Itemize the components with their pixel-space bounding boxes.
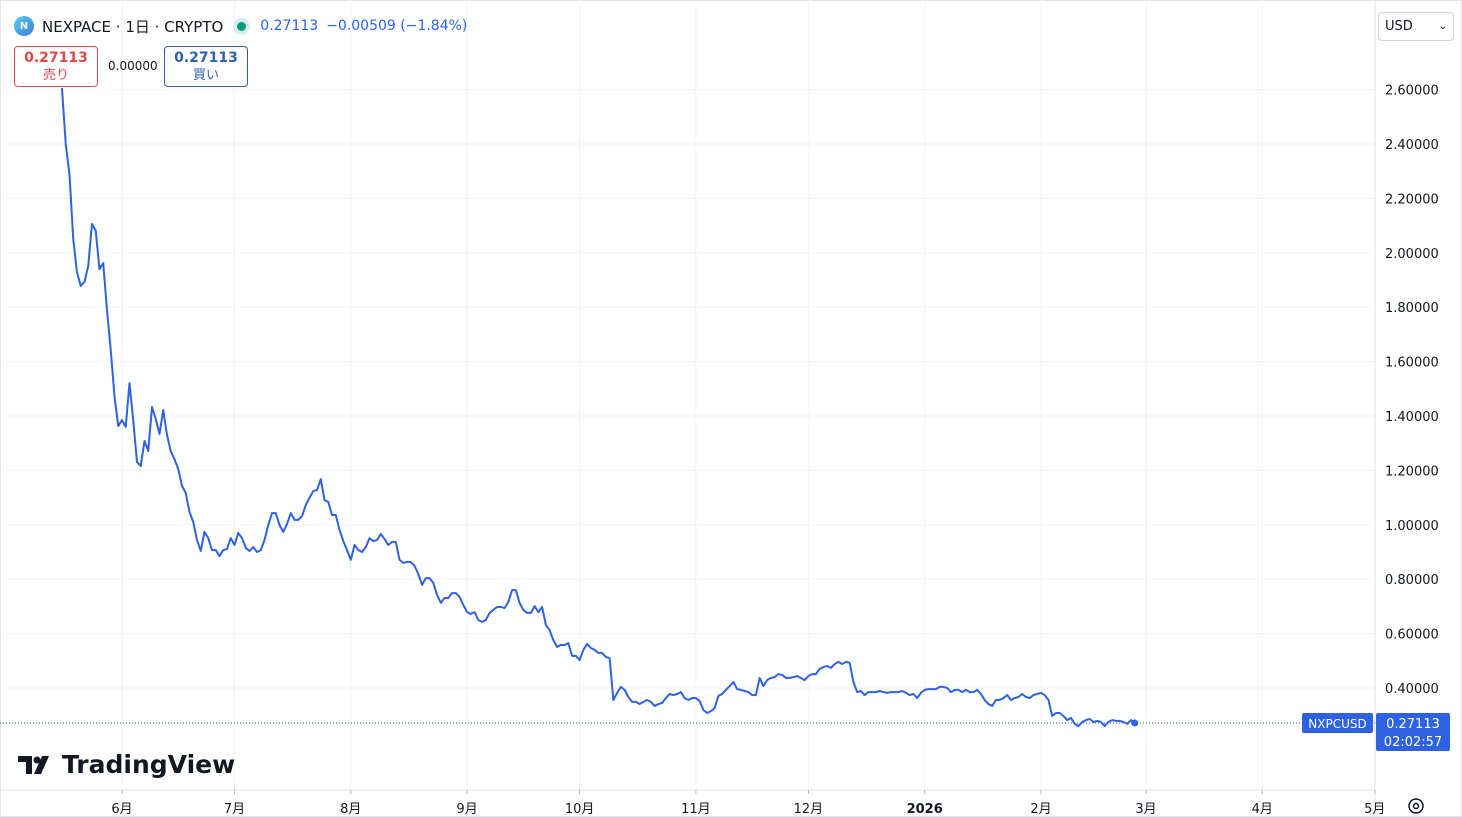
sell-button[interactable]: 0.27113 売り [14, 46, 98, 87]
x-tick-label: 4月 [1252, 802, 1273, 817]
y-tick-label: 0.60000 [1385, 628, 1439, 643]
settings-icon[interactable] [1408, 798, 1424, 814]
watermark-text: TradingView [62, 750, 236, 779]
watermark-logo [18, 755, 49, 774]
gear-hub [1412, 802, 1420, 810]
y-tick-label: 0.40000 [1385, 682, 1439, 697]
price-change: −0.00509 (−1.84%) [326, 18, 468, 34]
price-tag-bg [1376, 713, 1450, 752]
gear-ring [1408, 798, 1424, 814]
y-tick-label: 1.20000 [1385, 464, 1439, 479]
coin-logo: N [14, 16, 34, 36]
x-tick-label: 2月 [1030, 802, 1051, 817]
sell-price: 0.27113 [24, 50, 88, 66]
logo-shape [18, 755, 49, 774]
sell-label: 売り [42, 68, 69, 83]
buy-button[interactable]: 0.27113 買い [164, 46, 248, 87]
y-tick-label: 2.40000 [1385, 138, 1439, 153]
x-tick-label: 8月 [340, 802, 361, 817]
countdown: 02:02:57 [1384, 735, 1442, 750]
spread: 0.00000 [108, 59, 158, 73]
currency: USD [1385, 19, 1413, 34]
x-tick-label: 3月 [1135, 802, 1156, 817]
y-tick-label: 0.80000 [1385, 573, 1439, 588]
symbol-tag-bg [1302, 713, 1373, 734]
y-tick-label: 1.80000 [1385, 301, 1439, 316]
currency-select[interactable]: USD ⌄ [1378, 12, 1454, 41]
x-tick-label: 2026 [907, 802, 943, 817]
y-tick-label: 1.40000 [1385, 410, 1439, 425]
x-tick-label: 6月 [111, 802, 132, 817]
y-tick-label: 2.20000 [1385, 192, 1439, 207]
y-tick-label: 2.00000 [1385, 247, 1439, 262]
legend: N NEXPACE · 1日 · CRYPTO 0.27113 −0.00509… [14, 14, 467, 38]
x-tick-label: 12月 [794, 802, 824, 817]
x-tick-label: 10月 [565, 802, 595, 817]
buy-price: 0.27113 [174, 50, 238, 66]
x-tick-label: 5月 [1364, 802, 1385, 817]
last-point [1131, 719, 1139, 727]
y-tick-label: 1.00000 [1385, 519, 1439, 534]
x-tick-label: 11月 [681, 802, 711, 817]
symbol-tag: NXPCUSD [1308, 717, 1366, 731]
market-status [237, 21, 247, 31]
dropdown-arrow: ⌄ [1438, 21, 1447, 32]
x-tick-label: 7月 [224, 802, 245, 817]
price-line [60, 87, 1136, 728]
symbol[interactable]: NEXPACE · 1日 · CRYPTO [42, 17, 224, 36]
last-price: 0.27113 [260, 18, 319, 34]
x-tick-label: 9月 [456, 802, 477, 817]
y-tick-label: 1.60000 [1385, 356, 1439, 371]
price-tag: 0.27113 [1386, 717, 1440, 732]
logo-dot [33, 756, 41, 763]
y-tick-label: 2.60000 [1385, 84, 1439, 99]
watermark: TradingView [18, 750, 235, 779]
buy-label: 買い [192, 68, 219, 83]
